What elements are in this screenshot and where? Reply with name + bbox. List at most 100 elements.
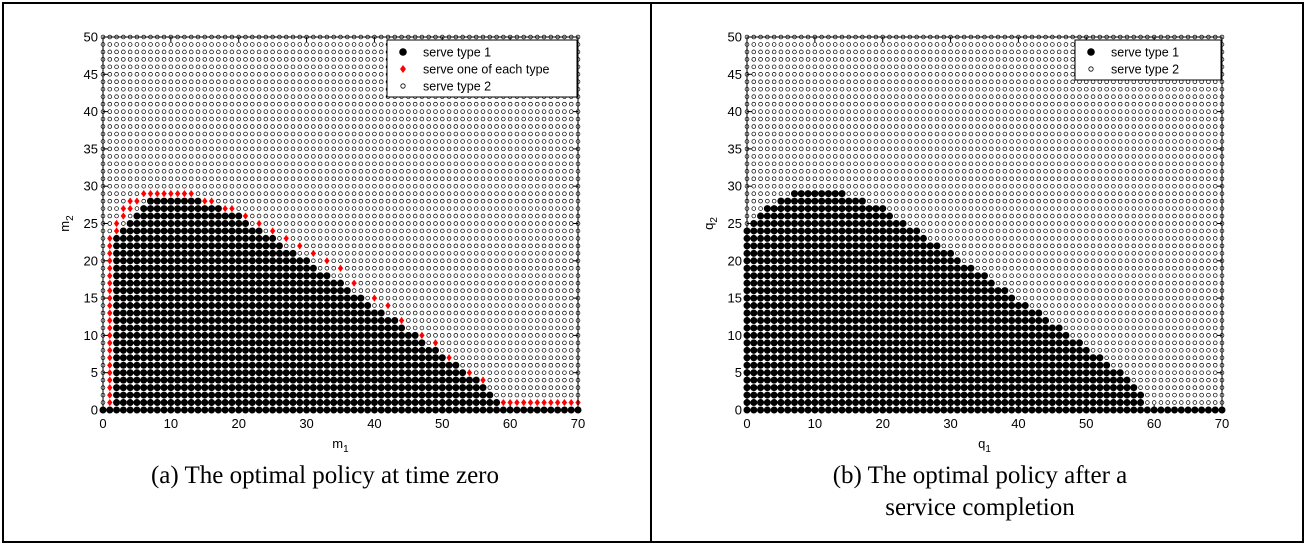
a-point-type2: [426, 109, 431, 114]
a-point-type2: [446, 236, 452, 241]
b-point-type2: [853, 49, 858, 55]
b-point-type2: [927, 221, 933, 226]
b-point-type2: [853, 176, 858, 181]
a-point-type2: [446, 101, 452, 107]
a-point-type1: [147, 309, 154, 317]
b-point-type2: [1043, 64, 1048, 70]
a-point-type2: [433, 333, 438, 338]
b-point-type2: [792, 154, 797, 159]
a-point-type1: [214, 257, 222, 265]
a-point-type1: [248, 264, 256, 272]
a-point-type2: [467, 325, 472, 331]
a-point-type2: [378, 94, 384, 99]
a-point-type2: [134, 183, 140, 189]
a-point-type1: [350, 376, 358, 384]
a-point-type2: [528, 146, 533, 152]
a-point-type1: [350, 391, 358, 399]
b-point-type2: [880, 42, 885, 47]
b-point-type2: [921, 94, 926, 99]
a-point-type2: [161, 79, 167, 85]
a-point-type1: [180, 212, 188, 220]
b-point-type2: [1009, 161, 1014, 167]
b-point-type2: [975, 94, 980, 99]
a-point-type2: [297, 109, 303, 114]
a-point-type2: [555, 228, 560, 234]
b-point-type2: [860, 124, 865, 129]
a-point-type2: [501, 266, 506, 271]
a-ytick-label: 5: [91, 365, 98, 380]
b-point-type2: [1036, 109, 1042, 114]
a-point-type2: [514, 310, 520, 316]
a-point-type1: [153, 242, 161, 250]
b-point-type2: [771, 139, 777, 144]
a-point-type2: [222, 169, 228, 174]
b-point-type2: [894, 146, 899, 152]
a-point-type2: [385, 213, 391, 219]
b-point-type2: [961, 94, 967, 99]
a-point-type2: [311, 109, 316, 114]
a-point-type1: [187, 361, 195, 369]
a-point-type2: [501, 348, 506, 353]
b-point-type2: [982, 124, 987, 129]
a-point-type1: [167, 272, 175, 280]
b-point-type2: [927, 198, 933, 204]
b-point-type2: [900, 169, 906, 174]
b-point-type2: [1029, 124, 1035, 129]
a-point-type2: [440, 295, 445, 301]
a-point-type2: [406, 169, 411, 174]
b-point-type2: [805, 79, 811, 85]
b-serve-type2-points: [744, 34, 1225, 405]
a-point-type1: [228, 264, 236, 272]
b-point-type2: [765, 86, 770, 92]
a-point-type2: [270, 101, 275, 107]
b-point-type2: [860, 146, 865, 152]
a-point-type2: [541, 303, 547, 308]
a-point-type2: [528, 183, 533, 189]
b-point-type2: [758, 86, 763, 92]
a-point-type2: [338, 42, 343, 47]
a-point-type2: [440, 288, 445, 293]
a-point-type1: [350, 384, 358, 392]
a-point-type2: [243, 198, 248, 204]
b-point-type2: [846, 72, 852, 77]
a-point-type2: [568, 318, 574, 323]
a-point-type1: [242, 227, 249, 235]
a-point-type1: [384, 324, 392, 332]
a-point-type2: [460, 333, 465, 338]
b-point-type2: [921, 116, 926, 122]
a-point-type2: [487, 169, 493, 174]
a-point-type1: [296, 331, 304, 339]
b-point-type2: [805, 169, 811, 174]
a-point-type2: [263, 101, 269, 107]
a-point-type1: [255, 249, 263, 257]
b-point-type2: [1043, 303, 1048, 308]
b-point-type2: [1009, 236, 1014, 241]
a-point-type1: [167, 249, 175, 257]
a-point-type2: [507, 198, 513, 204]
b-point-type2: [941, 243, 947, 249]
a-point-type2: [243, 139, 248, 144]
a-point-type2: [250, 169, 255, 174]
a-point-type2: [562, 280, 567, 286]
a-point-type1: [201, 272, 209, 280]
a-point-type2: [358, 161, 364, 167]
b-point-type2: [975, 146, 980, 152]
b-point-type2: [887, 57, 892, 62]
a-point-type2: [216, 191, 221, 196]
a-point-type2: [283, 169, 289, 174]
b-point-type2: [1056, 251, 1062, 256]
b-point-type2: [948, 236, 953, 241]
a-point-type1: [248, 272, 256, 280]
a-point-type1: [289, 257, 297, 265]
a-point-type1: [323, 354, 331, 362]
b-point-type2: [873, 116, 879, 122]
b-point-type2: [968, 94, 974, 99]
b-point-type2: [995, 101, 1001, 107]
a-point-type2: [460, 251, 465, 256]
a-point-one-each: [256, 219, 262, 228]
a-point-type1: [221, 384, 229, 392]
a-point-type2: [467, 266, 472, 271]
a-point-type1: [275, 272, 283, 280]
a-point-type1: [228, 302, 236, 310]
b-point-type2: [853, 57, 858, 62]
